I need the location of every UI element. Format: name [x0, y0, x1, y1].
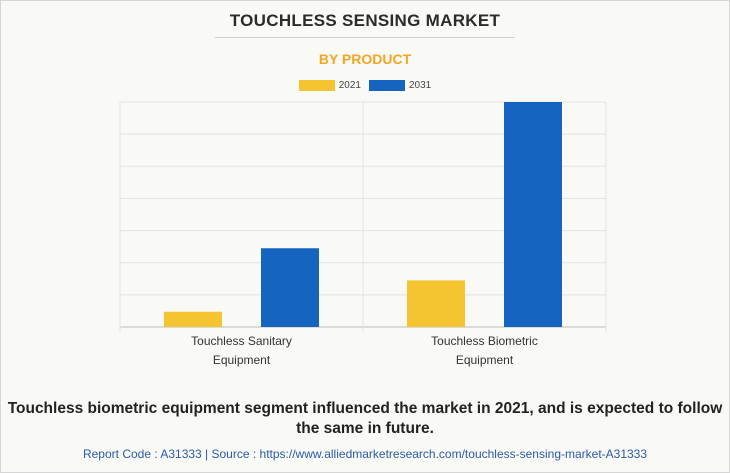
legend-label-2021: 2021 — [338, 80, 361, 91]
report-source: Report Code : A31333 | Source : https://… — [82, 447, 648, 461]
chart-caption: Touchless biometric equipment segment in… — [7, 400, 723, 437]
title-divider — [215, 37, 515, 38]
bar-2021-1 — [407, 280, 465, 327]
bar-2021-0 — [164, 311, 222, 327]
page-title: TOUCHLESS SENSING MARKET — [229, 11, 501, 30]
legend-label-2031: 2031 — [409, 80, 432, 91]
legend-swatch-2031 — [369, 80, 405, 91]
bar-2031-1 — [504, 102, 562, 327]
bars — [164, 102, 562, 327]
legend-item-2021: 2021 — [298, 80, 361, 91]
legend-item-2031: 2031 — [369, 80, 431, 91]
bar-2031-0 — [261, 248, 319, 327]
legend-swatch-2021 — [298, 80, 335, 91]
x-axis-labels: Touchless Sanitary Equipment Touchless Bio… — [191, 334, 538, 367]
x-tick-label: Touchless Sanitary Equipment — [191, 334, 292, 367]
chart-subtitle: BY PRODUCT — [318, 51, 412, 67]
x-tick-label: Touchless Biometric Equipment — [431, 334, 538, 367]
bar-chart: Touchless Sanitary Equipment Touchless Bio… — [119, 101, 607, 367]
legend: 2021 2031 — [0, 80, 730, 91]
